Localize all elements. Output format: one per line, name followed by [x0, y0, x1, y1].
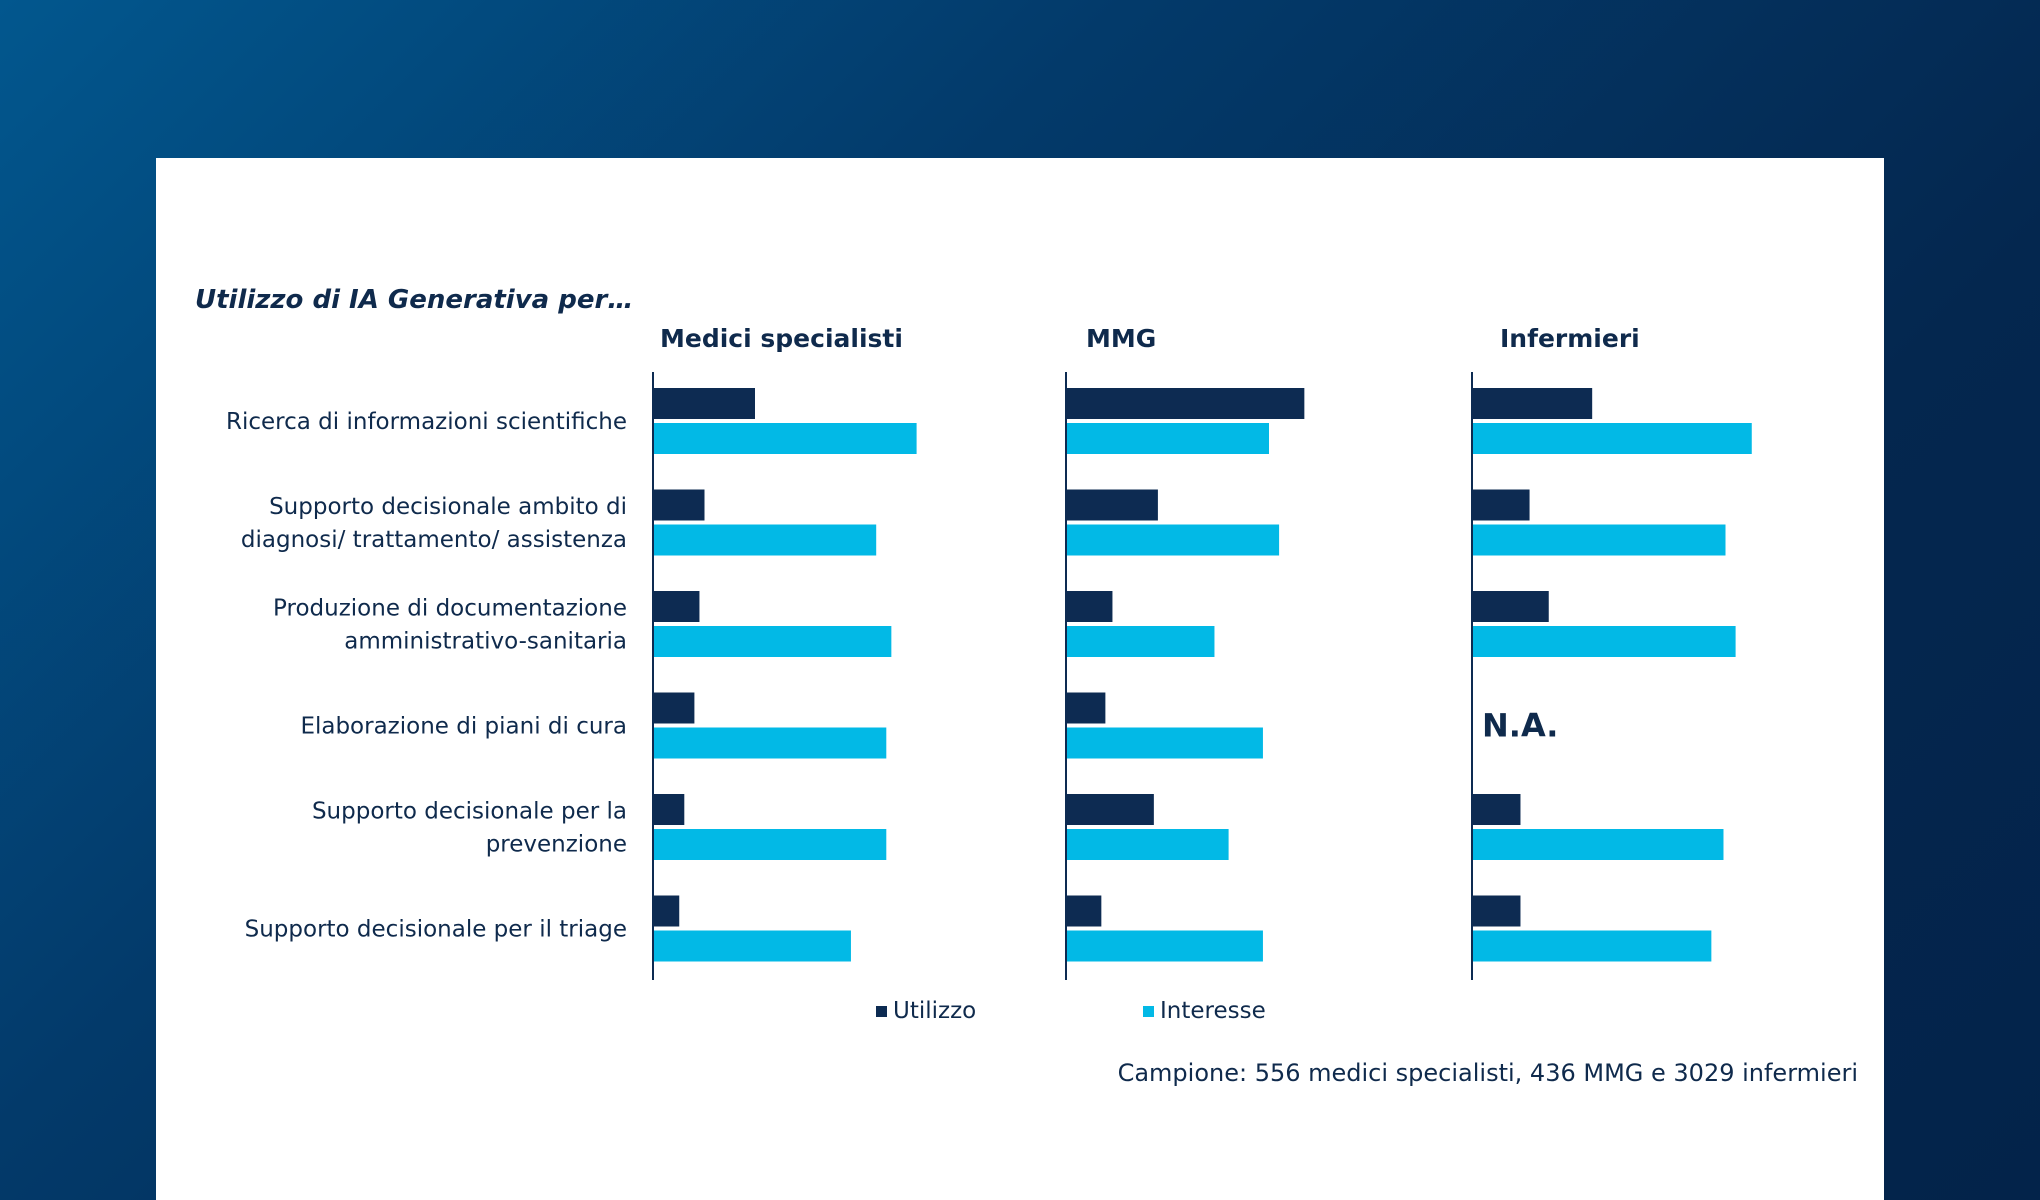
bar-mmg-utilizzo-1	[1067, 489, 1158, 521]
legend-label-interesse: Interesse	[1160, 998, 1266, 1024]
bar-mmg-interesse-0	[1067, 423, 1269, 454]
bar-medici-specialisti-interesse-2	[654, 626, 892, 657]
bar-medici-specialisti-utilizzo-3	[654, 692, 695, 724]
bar-mmg-interesse-2	[1067, 626, 1215, 657]
bar-mmg-utilizzo-2	[1067, 591, 1113, 622]
panel-title-1: MMG	[1086, 324, 1156, 353]
panel-title-0: Medici specialisti	[660, 324, 903, 353]
category-label-1: diagnosi/ trattamento/ assistenza	[241, 527, 627, 553]
bar-mmg-utilizzo-0	[1067, 388, 1305, 419]
na-label: N.A.	[1482, 707, 1558, 745]
category-label-1: Supporto decisionale ambito di	[269, 494, 627, 520]
bar-mmg-interesse-3	[1067, 727, 1263, 759]
bar-medici-specialisti-utilizzo-1	[654, 489, 705, 521]
category-label-5: Supporto decisionale per il triage	[245, 917, 627, 943]
bar-infermieri-interesse-4	[1473, 829, 1724, 860]
bar-mmg-interesse-4	[1067, 829, 1229, 860]
bar-mmg-utilizzo-4	[1067, 794, 1154, 825]
category-label-4: prevenzione	[486, 832, 627, 858]
category-label-4: Supporto decisionale per la	[312, 799, 627, 825]
bar-infermieri-utilizzo-1	[1473, 489, 1530, 521]
category-label-2: Produzione di documentazione	[273, 596, 627, 622]
footnote: Campione: 556 medici specialisti, 436 MM…	[1118, 1059, 1858, 1087]
legend-swatch-utilizzo	[876, 1006, 887, 1017]
bar-mmg-utilizzo-5	[1067, 895, 1102, 927]
bar-medici-specialisti-utilizzo-0	[654, 388, 755, 419]
bar-infermieri-interesse-1	[1473, 524, 1726, 556]
category-label-2: amministrativo-sanitaria	[344, 629, 627, 655]
bar-chart: Utilizzo di IA Generativa per… Medici spe…	[195, 285, 1858, 1087]
bar-medici-specialisti-interesse-3	[654, 727, 887, 759]
legend-swatch-interesse	[1143, 1006, 1154, 1017]
bar-mmg-interesse-5	[1067, 930, 1263, 962]
bar-infermieri-utilizzo-0	[1473, 388, 1593, 419]
bar-mmg-utilizzo-3	[1067, 692, 1106, 724]
category-label-0: Ricerca di informazioni scientifiche	[226, 409, 627, 435]
bar-infermieri-interesse-0	[1473, 423, 1752, 454]
bar-medici-specialisti-interesse-5	[654, 930, 851, 962]
bar-infermieri-interesse-5	[1473, 930, 1712, 962]
bar-medici-specialisti-utilizzo-5	[654, 895, 680, 927]
chart-card: Utilizzo di IA Generativa per… Medici spe…	[156, 158, 1884, 1200]
chart-title: Utilizzo di IA Generativa per…	[195, 285, 633, 315]
panel-title-2: Infermieri	[1500, 324, 1640, 353]
bar-medici-specialisti-utilizzo-2	[654, 591, 700, 622]
bar-infermieri-utilizzo-5	[1473, 895, 1521, 927]
bar-medici-specialisti-interesse-1	[654, 524, 877, 556]
bar-medici-specialisti-interesse-4	[654, 829, 887, 860]
category-label-3: Elaborazione di piani di cura	[300, 714, 627, 740]
bar-infermieri-interesse-2	[1473, 626, 1736, 657]
bar-infermieri-utilizzo-4	[1473, 794, 1521, 825]
legend-label-utilizzo: Utilizzo	[893, 998, 976, 1024]
bar-infermieri-utilizzo-2	[1473, 591, 1549, 622]
bar-mmg-interesse-1	[1067, 524, 1280, 556]
bar-medici-specialisti-interesse-0	[654, 423, 917, 454]
bar-medici-specialisti-utilizzo-4	[654, 794, 685, 825]
